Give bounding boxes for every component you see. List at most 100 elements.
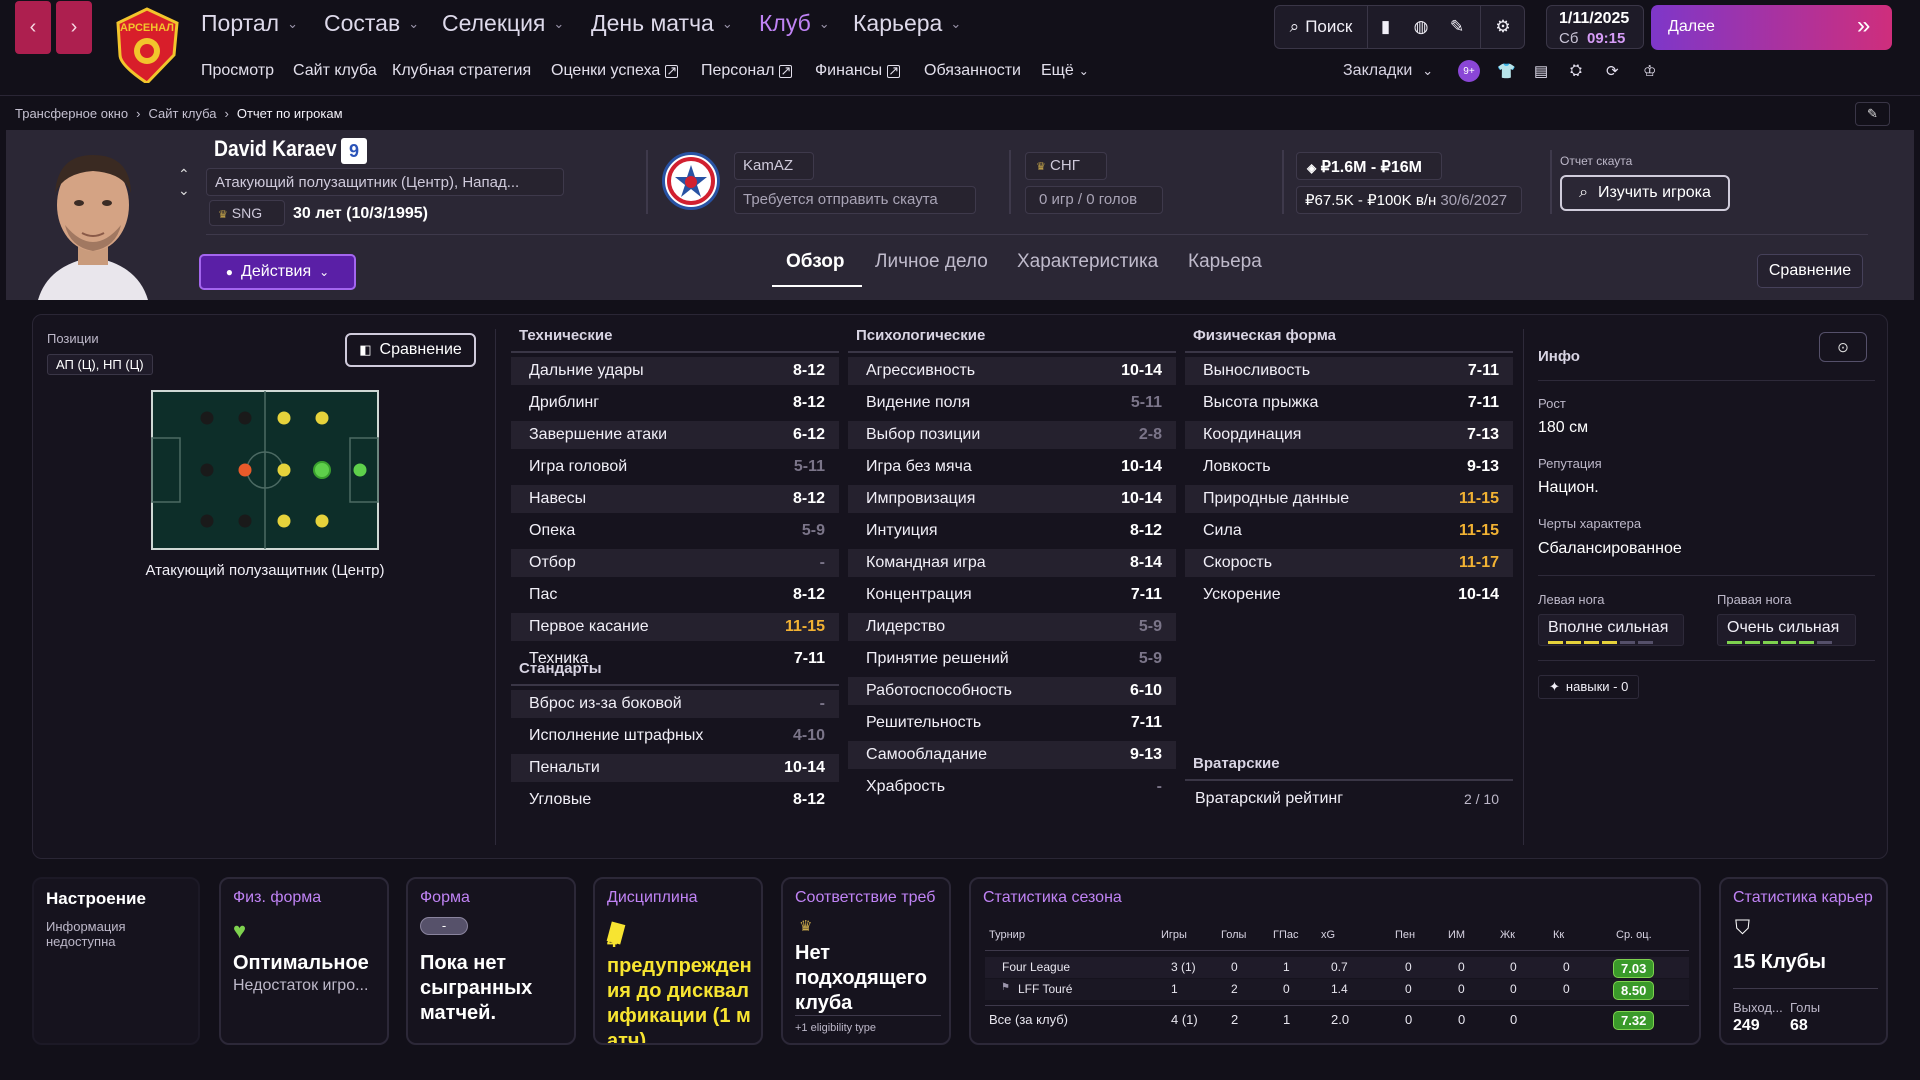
menu-0[interactable]: Портал ⌄ (201, 10, 298, 37)
attribute-row[interactable]: Скорость 11-17 (1185, 549, 1513, 577)
submenu-item[interactable]: Обязанности (924, 62, 1021, 80)
attribute-row[interactable]: Первое касание 11-15 (511, 613, 839, 641)
attribute-row[interactable]: Решительность 7-11 (848, 709, 1176, 737)
attribute-row[interactable]: Вброс из-за боковой - (511, 690, 839, 718)
tab-3[interactable]: Карьера (1188, 251, 1262, 272)
attribute-row[interactable]: Дальние удары 8-12 (511, 357, 839, 385)
menu-4[interactable]: Клуб ⌄ (759, 10, 830, 37)
settings-button[interactable]: ⚙ (1480, 6, 1525, 48)
forward-button[interactable]: › (56, 1, 92, 54)
chevron-down-icon[interactable]: ⌄ (178, 182, 190, 198)
attribute-row[interactable]: Самообладание 9-13 (848, 741, 1176, 769)
breadcrumb-item[interactable]: Сайт клуба (148, 106, 217, 121)
submenu-item[interactable]: Персонал ↗ (701, 62, 793, 80)
tab-1[interactable]: Личное дело (875, 251, 988, 272)
attribute-row[interactable]: Агрессивность 10-14 (848, 357, 1176, 385)
attribute-row[interactable]: Импровизация 10-14 (848, 485, 1176, 513)
compare-button[interactable]: Сравнение (1757, 254, 1863, 288)
scout-player-button[interactable]: ⌕ Изучить игрока (1560, 175, 1730, 211)
tab-0[interactable]: Обзор (786, 251, 845, 272)
attribute-row[interactable]: Высота прыжка 7-11 (1185, 389, 1513, 417)
attribute-row[interactable]: Интуиция 8-12 (848, 517, 1176, 545)
emblem-icon: ♛ (799, 918, 813, 935)
actions-button[interactable]: ● Действия ⌄ (199, 254, 356, 290)
club-name[interactable]: KamAZ (734, 152, 814, 180)
attribute-row[interactable]: Пас 8-12 (511, 581, 839, 609)
height-label: Рост (1538, 396, 1566, 411)
menu-1[interactable]: Состав ⌄ (324, 10, 419, 37)
tab-2[interactable]: Характеристика (1017, 251, 1159, 272)
submenu-item[interactable]: Финансы ↗ (815, 62, 901, 80)
shirt-icon[interactable]: 👕 (1497, 63, 1516, 80)
globe-button[interactable]: ◍ (1403, 6, 1439, 48)
attribute-row[interactable]: Выбор позиции 2-8 (848, 421, 1176, 449)
discipline-card[interactable]: Дисциплина 4 предупреждения до дисквалиф… (593, 877, 763, 1045)
attribute-row[interactable]: Видение поля 5-11 (848, 389, 1176, 417)
attribute-row[interactable]: Игра без мяча 10-14 (848, 453, 1176, 481)
attribute-row[interactable]: Ускорение 10-14 (1185, 581, 1513, 609)
attribute-row[interactable]: Дриблинг 8-12 (511, 389, 839, 417)
edit-page-button[interactable]: ✎ (1855, 102, 1890, 126)
attribute-row[interactable]: Работоспособность 6-10 (848, 677, 1176, 705)
skills-badge[interactable]: ✦ навыки - 0 (1538, 675, 1640, 699)
attribute-row[interactable]: Концентрация 7-11 (848, 581, 1176, 609)
mood-card[interactable]: Настроение Информация недоступна (32, 877, 200, 1045)
attribute-row[interactable]: Пенальти 10-14 (511, 754, 839, 782)
stat-cell: 0 (1563, 960, 1570, 974)
fitness-card[interactable]: Физ. форма ♥ Оптимальное Недостаток игро… (219, 877, 389, 1045)
positions-compare-button[interactable]: ◧ Сравнение (345, 333, 476, 367)
attribute-row[interactable]: Принятие решений 5-9 (848, 645, 1176, 673)
season-stats-card[interactable]: Статистика сезона Турнир Игры Голы ГПас xG Пе… (969, 877, 1701, 1045)
attribute-row[interactable]: Лидерство 5-9 (848, 613, 1176, 641)
notifications-badge[interactable]: 9+ (1458, 60, 1480, 82)
region: ♛ СНГ (1025, 152, 1107, 180)
attribute-row[interactable]: Угловые 8-12 (511, 786, 839, 814)
attribute-value: 8-12 (792, 490, 825, 507)
menu-3[interactable]: День матча ⌄ (591, 10, 733, 37)
attribute-row[interactable]: Опека 5-9 (511, 517, 839, 545)
attribute-row[interactable]: Ловкость 9-13 (1185, 453, 1513, 481)
document-icon[interactable]: ▤ (1534, 63, 1549, 80)
club-crest[interactable] (662, 152, 720, 210)
attribute-row[interactable]: Отбор - (511, 549, 839, 577)
people-icon[interactable]: ⛭ (1570, 62, 1583, 79)
trophy-icon[interactable]: ♔ (1643, 63, 1657, 80)
attribute-row[interactable]: Координация 7-13 (1185, 421, 1513, 449)
continue-button[interactable]: Далее » (1651, 5, 1892, 50)
submenu-item[interactable]: Сайт клуба (293, 62, 377, 80)
attribute-row[interactable]: Техника 7-11 (511, 645, 839, 673)
attribute-row[interactable]: Сила 11-15 (1185, 517, 1513, 545)
attribute-row[interactable]: Храбрость - (848, 773, 1176, 801)
submenu-item[interactable]: Оценки успеха ↗ (551, 62, 679, 80)
attribute-row[interactable]: Выносливость 7-11 (1185, 357, 1513, 385)
divider (206, 234, 1868, 235)
breadcrumb-item[interactable]: Трансферное окно (15, 106, 129, 121)
attribute-row[interactable]: Завершение атаки 6-12 (511, 421, 839, 449)
club-logo[interactable]: АРСЕНАЛ (110, 5, 185, 83)
person-settings-button[interactable]: ⊙ (1819, 332, 1867, 362)
attribute-row[interactable]: Вратарский рейтинг 2 / 10 (1185, 785, 1513, 813)
divider (1009, 150, 1011, 214)
eligibility-card[interactable]: Соответствие треб ♛ Нет подходящего клуб… (781, 877, 951, 1045)
menu-5[interactable]: Карьера ⌄ (853, 10, 961, 37)
attribute-row[interactable]: Исполнение штрафных 4-10 (511, 722, 839, 750)
submenu-item[interactable]: Просмотр (201, 62, 274, 80)
attribute-row[interactable]: Навесы 8-12 (511, 485, 839, 513)
back-button[interactable]: ‹ (15, 1, 51, 54)
date-time[interactable]: 1/11/2025 Сб 09:15 (1546, 5, 1644, 49)
submenu-item[interactable]: Ещё ⌄ (1041, 62, 1089, 80)
form-card[interactable]: Форма - Пока нет сыгранных матчей. (406, 877, 576, 1045)
rating-badge: 8.50 (1613, 981, 1655, 1000)
attribute-row[interactable]: Игра головой 5-11 (511, 453, 839, 481)
bookmarks-dropdown[interactable]: Закладки ⌄ (1343, 62, 1433, 80)
attribute-row[interactable]: Природные данные 11-15 (1185, 485, 1513, 513)
refresh-icon[interactable]: ⟳ (1606, 63, 1619, 80)
career-stats-card[interactable]: Статистика карьер ⛉ 15 Клубы Выход... Го… (1719, 877, 1888, 1045)
menu-2[interactable]: Селекция ⌄ (442, 10, 564, 37)
chevron-up-icon[interactable]: ⌃ (178, 166, 190, 182)
edit-button[interactable]: ✎ (1439, 6, 1475, 48)
attribute-row[interactable]: Командная игра 8-14 (848, 549, 1176, 577)
submenu-item[interactable]: Клубная стратегия (392, 62, 531, 80)
bookmark-button[interactable]: ▮ (1367, 6, 1403, 48)
search-button[interactable]: ⌕ Поиск (1275, 6, 1367, 48)
